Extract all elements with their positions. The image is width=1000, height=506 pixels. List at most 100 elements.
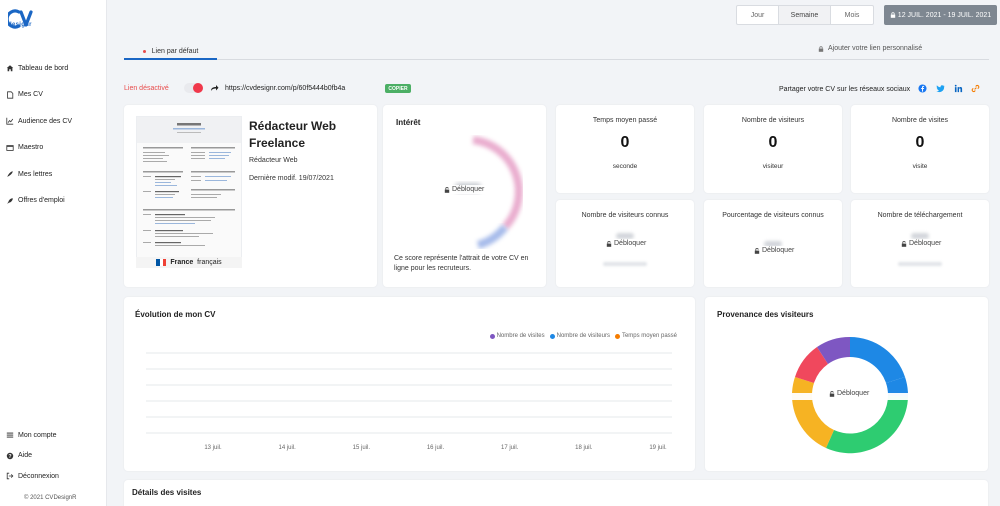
share-arrow-icon [211,85,219,91]
cv-language: français [197,259,222,266]
sidebar-item-label: Audience des CV [18,117,73,125]
unlock-icon [444,186,450,193]
avg-time-label: Temps moyen passé [592,117,658,124]
tab-default-link[interactable]: Lien par défaut [124,45,217,60]
secondary-nav: Mon compte ? Aide Déconnexion [0,425,107,487]
main-nav: Tableau de bord Mes CV Audience des CV M… [0,55,107,214]
evolution-title: Évolution de mon CV [135,310,216,319]
period-week-button[interactable]: Semaine [779,6,831,24]
x-tick-label: 17 juil. [501,445,519,451]
sidebar-item-my-account[interactable]: Mon compte [0,425,107,446]
share-label: Partager votre CV sur les réseaux sociau… [779,86,911,93]
known-visitors-unlock-button[interactable]: Débloquer [603,239,650,248]
interest-card: Intérêt Débloquer Ce score représente l'… [383,105,546,287]
legend-item-visits[interactable]: Nombre de visites [489,333,545,339]
visits-label: Nombre de visites [891,117,949,124]
blurred-value [911,233,929,239]
visit-details-card: Détails des visites [124,480,988,506]
tab-add-custom-link[interactable]: Ajouter votre lien personnalisé [818,45,922,52]
visitor-percent-label: Pourcentage de visiteurs connus [722,212,824,219]
provenance-unlock-button[interactable]: Débloquer [826,389,873,398]
cvdesignr-logo[interactable] [8,8,34,34]
video-icon [6,144,14,151]
cv-public-url[interactable]: https://cvdesignr.com/p/60f5444b0fb4a [225,85,346,92]
link-toggle[interactable] [184,83,203,93]
linkedin-icon[interactable] [954,84,963,93]
sidebar-item-help[interactable]: ? Aide [0,446,107,467]
blurred-unit [898,262,942,266]
cv-preview-thumbnail[interactable] [136,116,242,260]
sidebar-item-my-cv[interactable]: Mes CV [0,82,107,109]
sidebar-item-dashboard[interactable]: Tableau de bord [0,55,107,82]
chart-icon [6,118,14,125]
sidebar-item-label: Mes lettres [18,170,53,178]
date-range-label: 12 JUIL. 2021 - 19 JUIL. 2021 [897,11,992,19]
donut-segment [850,337,905,383]
status-dot [142,50,146,53]
cv-title: Rédacteur Web Freelance [249,119,337,150]
blurred-value [616,233,634,239]
interest-unlock-button[interactable]: Débloquer [441,185,488,194]
visitor-percent-unlock-button[interactable]: Débloquer [751,246,798,255]
twitter-icon[interactable] [936,84,945,93]
sidebar-item-cv-audience[interactable]: Audience des CV [0,108,107,135]
x-tick-label: 16 juil. [427,445,445,451]
interest-description: Ce score représente l'attrait de votre C… [394,255,529,272]
legend-item-avg-time[interactable]: Temps moyen passé [614,333,677,339]
sidebar-item-my-letters[interactable]: Mes lettres [0,161,107,188]
legend-label: Nombre de visites [496,333,545,339]
tab-add-custom-link-label: Ajouter votre lien personnalisé [828,45,923,52]
avg-time-unit: seconde [612,163,638,170]
copy-link-button[interactable]: COPIER [385,84,411,93]
cv-subtitle: Rédacteur Web [249,157,298,164]
sidebar: designr Tableau de bord Mes CV Audience … [0,0,107,506]
sidebar-item-label: Mon compte [18,431,57,439]
x-tick-label: 13 juil. [204,445,222,451]
downloads-label: Nombre de téléchargement [877,212,963,219]
unlock-label: Débloquer [614,240,647,247]
logo-subtitle: designr [8,22,32,28]
cv-language-bar: France français [136,257,242,268]
link-icon[interactable] [971,84,980,93]
legend-swatch [614,333,620,339]
svg-text:?: ? [8,454,11,460]
unlock-icon [754,247,760,254]
visits-value: 0 [915,134,925,151]
visitor-percent-card: Pourcentage de visiteurs connus Débloque… [704,200,842,287]
tab-default-link-label: Lien par défaut [151,48,199,55]
legend-swatch [549,333,555,339]
sidebar-item-label: Déconnexion [18,472,59,480]
x-tick-label: 15 juil. [353,445,371,451]
legend-item-visitors[interactable]: Nombre de visiteurs [549,333,610,339]
period-day-button[interactable]: Jour [737,6,779,24]
lock-icon [818,45,824,52]
provenance-card: Provenance des visiteurs Débloquer [705,297,988,471]
donut-segment [791,377,814,397]
downloads-unlock-button[interactable]: Débloquer [898,239,945,248]
period-month-button[interactable]: Mois [844,11,860,19]
visits-card: Nombre de visites 0 visite [851,105,989,193]
donut-segment [886,377,909,397]
france-flag-icon [156,259,167,266]
visitors-value: 0 [768,134,778,151]
blurred-value [764,241,782,247]
sidebar-item-logout[interactable]: Déconnexion [0,466,107,487]
cv-country: France [170,259,194,266]
facebook-icon[interactable] [918,84,927,93]
x-tick-label: 19 juil. [649,445,667,451]
period-selector: Jour Semaine Mois [736,5,874,25]
avg-time-card: Temps moyen passé 0 seconde [556,105,694,193]
document-icon [7,91,14,99]
date-range-button[interactable]: 12 JUIL. 2021 - 19 JUIL. 2021 [884,5,997,25]
visitors-unit: visiteur [762,163,784,170]
sidebar-item-maestro[interactable]: Maestro [0,135,107,162]
feather-icon [7,171,13,178]
tab-divider [124,59,989,60]
unlock-label: Débloquer [837,390,870,397]
copyright: © 2021 CVDesignR [24,495,77,501]
sidebar-item-job-offers[interactable]: Offres d'emploi [0,188,107,215]
unlock-label: Débloquer [452,186,485,193]
known-visitors-card: Nombre de visiteurs connus Débloquer [556,200,694,287]
interest-title: Intérêt [396,118,421,127]
rocket-icon [7,197,13,204]
